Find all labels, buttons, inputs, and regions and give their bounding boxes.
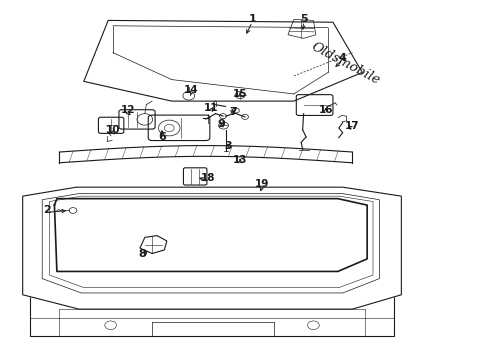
Text: 5: 5	[300, 14, 307, 24]
Text: 17: 17	[345, 121, 360, 131]
Text: 13: 13	[233, 155, 247, 165]
Text: Oldsmobile: Oldsmobile	[309, 40, 382, 87]
Text: 9: 9	[218, 120, 225, 129]
Text: 6: 6	[158, 132, 166, 142]
Text: 4: 4	[339, 53, 346, 63]
Text: 16: 16	[318, 105, 333, 115]
Text: 15: 15	[233, 89, 247, 99]
Text: 19: 19	[255, 179, 270, 189]
Text: 3: 3	[224, 141, 232, 151]
Text: 1: 1	[248, 14, 256, 24]
Text: 2: 2	[43, 206, 51, 216]
Text: 18: 18	[201, 173, 216, 183]
Text: 7: 7	[229, 107, 237, 117]
Text: 10: 10	[106, 125, 121, 135]
Text: 14: 14	[184, 85, 198, 95]
Text: 11: 11	[203, 103, 218, 113]
Text: 12: 12	[121, 105, 135, 115]
Text: 8: 8	[139, 248, 147, 258]
